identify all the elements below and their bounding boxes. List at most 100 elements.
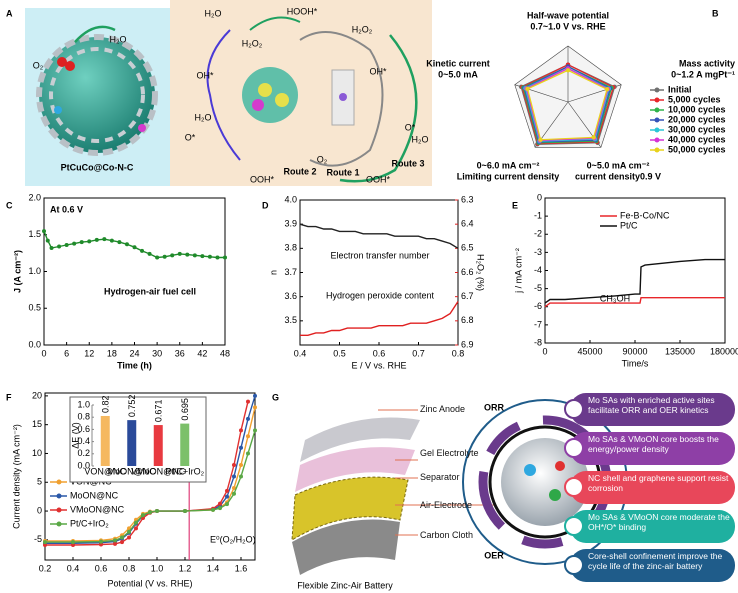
y2-axis-label: H₂O₂ (%) [476,254,486,291]
feature-bullet [564,399,584,419]
species-label: H₂O [110,34,127,44]
series-marker [99,542,103,547]
x-tick-label: VON@NC [84,466,126,476]
series-marker [218,506,222,511]
x-tick-label: 0.6 [373,348,386,358]
legend-label: 10,000 cycles [668,104,726,114]
radar-axis-name: Mass activity [679,58,735,68]
radar-axis-name: current density0.9 V [575,171,661,181]
feature-box [570,432,735,465]
oer-label: OER [484,550,504,560]
x-tick-label: 0.6 [95,563,108,573]
bar [180,423,190,466]
series-marker [72,241,77,246]
series-marker [253,405,257,410]
series-marker [141,513,145,518]
series-marker [127,529,131,534]
legend-marker [56,507,62,513]
radar-series [526,69,608,141]
series-marker [117,240,122,245]
feature-bullet [564,555,584,575]
x-tick-label: 1.2 [179,563,192,573]
x-tick-label: 0.4 [294,348,307,358]
x-tick-label: VMoON@NC [131,466,186,476]
y-tick-label: 3.5 [284,315,297,325]
y-tick-label: -5 [34,534,42,544]
x-tick-label: 1.0 [151,563,164,573]
series-marker [113,538,117,543]
y-axis-label: j / mA cm⁻² [513,248,523,294]
series-marker [223,255,227,260]
feature-text-box: Mo SAs & VMoON core boosts the energy/po… [588,434,719,454]
series-marker [218,501,222,506]
radar-axis-name: Half-wave potential [527,10,609,20]
y-tick-label: 3.8 [284,243,297,253]
series-marker [239,428,243,433]
x-tick-label: 0.8 [123,563,136,573]
feature-bullet [564,477,584,497]
y-axis-label: ΔE (V) [70,422,80,449]
series-line [45,430,256,543]
legend-label: Pt/C [620,220,638,230]
feature-text: Mo SAs & VMoON core moderate the OH*/O* … [588,512,730,532]
annotation: At 0.6 V [50,204,83,214]
layer-label: Gel Electrolyte [420,448,479,458]
series-marker [120,540,124,545]
x-axis-label: Potential (V vs. RHE) [107,578,192,588]
feature-text: Mo SAs & VMoON core boosts the energy/po… [588,434,719,454]
series-marker [109,238,114,243]
species-label: O₂ [33,60,44,70]
radar-point [591,135,596,140]
series-line [544,297,725,308]
y-tick-label: 20 [32,390,42,400]
y-tick-label: 2.0 [28,192,41,202]
series-line [544,258,725,304]
series-marker [162,254,167,259]
feature-text-box: NC shell and graphene support resist cor… [588,473,728,493]
y-tick-label: -8 [534,337,542,347]
series-marker [42,229,46,234]
value-label: 0.695 [180,398,190,421]
series-marker [170,253,175,258]
atom [57,57,67,67]
species-label: O* [185,132,196,142]
series-marker [134,526,138,531]
legend-label: 30,000 cycles [668,124,726,134]
series-marker [124,242,129,247]
layer-label: Separator [420,472,460,482]
feature-text-box: Mo SAs with enriched active sites facili… [588,395,715,415]
y-tick-label: 0.2 [77,448,90,458]
x-tick-label: 1.6 [235,563,248,573]
carbon-cloth [292,519,400,575]
panel-label: C [6,200,13,210]
atom [138,124,146,132]
radar-axis-range: 0.7~1.0 V vs. RHE [530,21,605,31]
feature-box [570,471,735,504]
series-marker [200,254,205,259]
x-tick-label: 0 [542,346,547,356]
radar-series [525,67,609,142]
species-label: HOOH* [287,6,318,16]
plot-frame [43,197,226,346]
legend-label: 5,000 cycles [668,94,721,104]
orr-label: ORR [484,402,505,412]
x-tick-label: 90000 [622,346,647,356]
x-tick-label: 45000 [577,346,602,356]
feature-text: Core-shell confinement improve the cycle… [588,551,723,571]
series-marker [246,416,250,421]
x-tick-label: 0 [41,348,46,358]
series-marker [253,393,257,398]
y2-tick-label: 6.4 [461,219,474,229]
route-label: Route 2 [283,166,316,176]
series-marker [120,535,124,540]
y-tick-label: -6 [534,301,542,311]
feature-text-box: Mo SAs & VMoON core moderate the OH*/O* … [588,512,730,532]
series-marker [49,245,54,250]
y-tick-label: 0.4 [77,436,90,446]
layer-label: Zinc Anode [420,404,466,414]
species-label: H₂O [205,8,222,18]
radar-point [525,86,530,92]
atom [339,93,347,101]
x-tick-label: 0.4 [67,563,80,573]
